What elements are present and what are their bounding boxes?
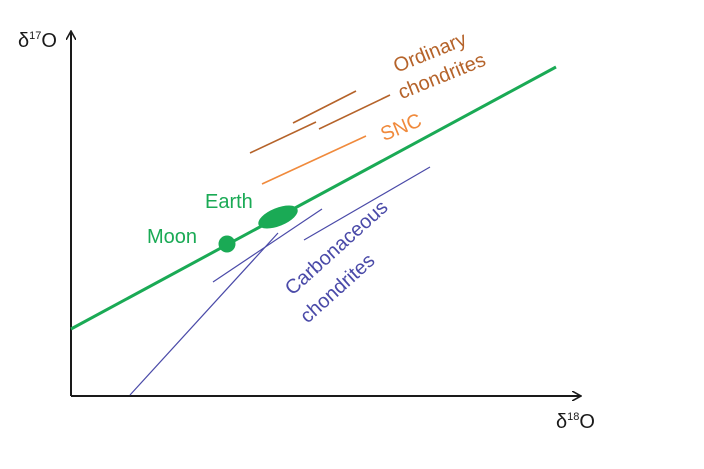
ordinary-chondrites-line [292,90,357,124]
ordinary-chondrites-line [318,94,391,130]
earth-marker [258,205,298,229]
terrestrial-fractionation-line [70,65,557,331]
carbonaceous-chondrites-line [303,166,431,241]
y-axis-label: δ17O [18,30,57,52]
snc-line [261,135,367,185]
moon-label: Moon [147,226,197,248]
carbonaceous-chondrites-line [129,232,279,396]
ordinary-chondrites-line [249,121,317,154]
carbonaceous-chondrites-line [212,208,323,283]
earth-label: Earth [205,191,253,213]
x-axis-label: δ18O [556,411,595,433]
moon-marker [218,235,236,253]
